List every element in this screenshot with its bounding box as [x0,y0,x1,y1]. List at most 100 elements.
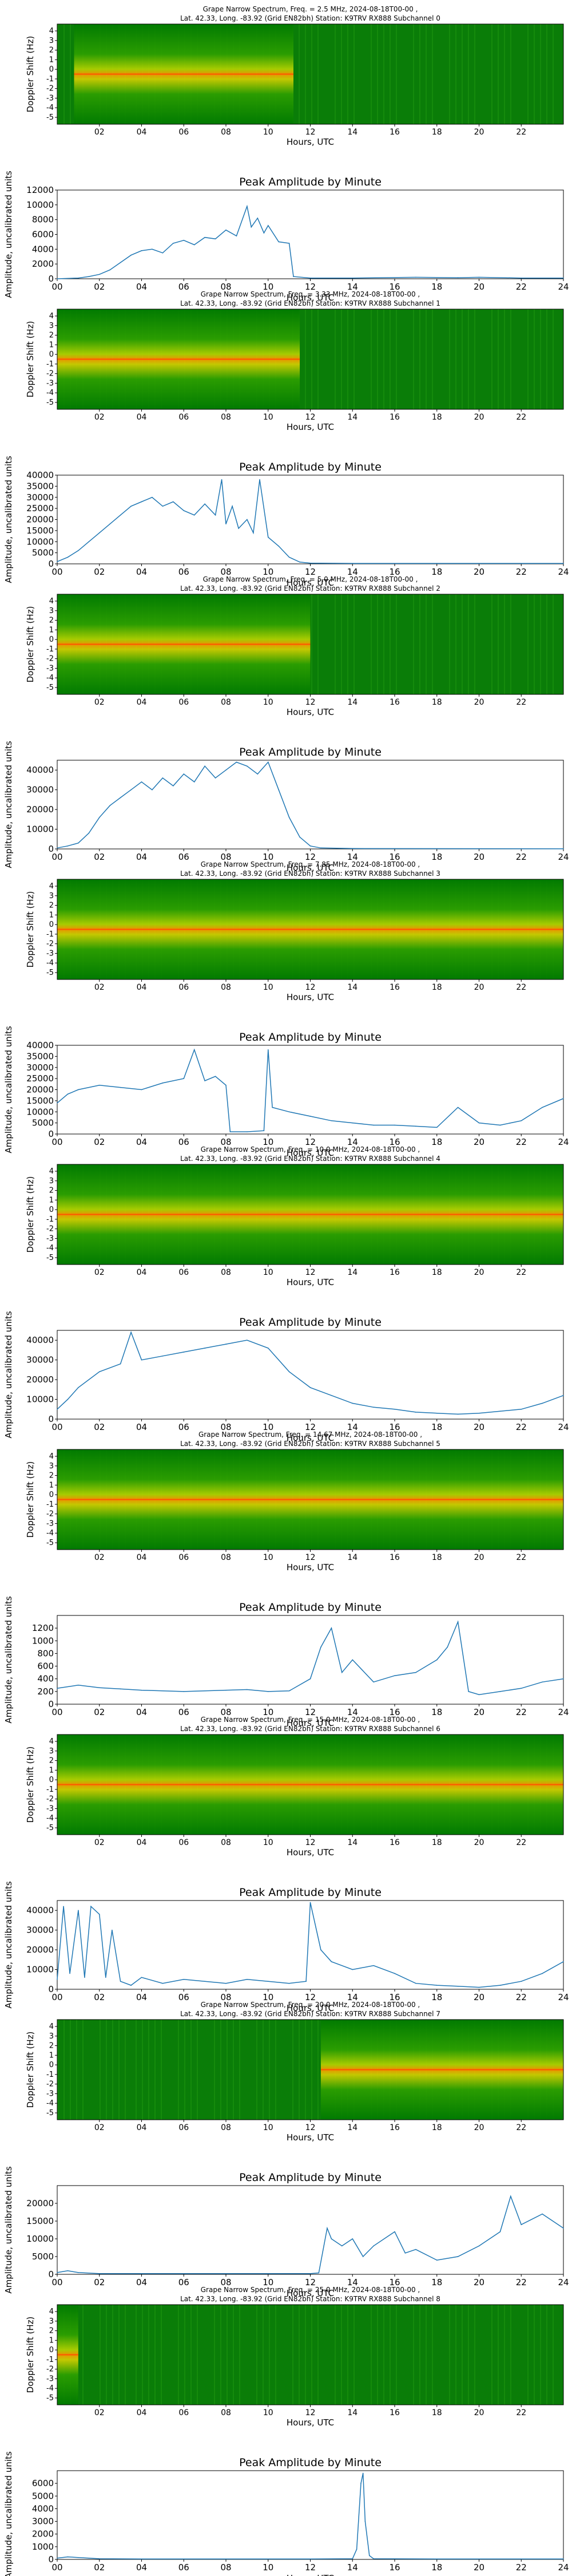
amplitude-point [152,789,153,791]
amplitude-xtick-label: 22 [516,2277,527,2287]
amplitude-point [183,2273,185,2274]
amplitude-point [204,1348,205,1349]
spectrogram-ytick-label: -3 [46,379,54,388]
spectrogram-ytick-label: 0 [49,635,54,644]
spectrogram-band [449,24,450,124]
amplitude-xtick-label: 14 [347,1707,358,1717]
spectrogram-band [449,2305,450,2405]
amplitude-point [204,765,205,767]
spectrogram-band [419,2305,420,2405]
spectrogram-xtick-label: 08 [221,1268,231,1277]
amplitude-point [521,277,522,279]
amplitude-ytick-label: 15000 [26,2216,54,2226]
amplitude-point [542,1681,543,1683]
amplitude-point [162,1982,164,1984]
amplitude-ytick-label: 35000 [26,481,54,491]
amplitude-xtick-label: 16 [389,1422,400,1432]
amplitude-point [90,1906,92,1907]
amplitude-point [98,817,100,818]
spectrogram-ylabel: Doppler Shift (Hz) [25,2317,35,2393]
amplitude-ytick-label: 30000 [26,1355,54,1365]
spectrogram-band [341,2305,342,2405]
amplitude-xtick-label: 06 [178,1707,189,1717]
amplitude-xlabel: Hours, UTC [287,1433,334,1443]
amplitude-point [352,2558,353,2559]
spectrogram-xtick-label: 10 [263,983,273,992]
spectrogram-band [263,2020,264,2120]
amplitude-point [563,563,564,564]
spectrogram-ytick-label: -3 [46,1519,54,1528]
amplitude-point [510,2195,511,2197]
spectrogram-band [106,2020,107,2120]
amplitude-point [173,501,174,503]
amplitude-ytick-label: 40000 [26,765,54,775]
amplitude-point [225,1982,227,1984]
amplitude-point [373,1681,374,1683]
spectrogram-xtick-label: 12 [305,2123,316,2132]
amplitude-point [352,277,353,279]
amplitude-xtick-label: 20 [474,567,484,577]
amplitude-point [193,781,195,783]
amplitude-point [352,1402,353,1404]
spectrogram-band [498,309,499,409]
amplitude-point [263,1130,265,1131]
spectrogram-band [462,594,463,694]
spectrogram-band [432,24,433,124]
spectrogram-band [534,594,535,694]
spectrogram-xtick-label: 12 [305,698,316,707]
amplitude-series-line [57,1902,564,1988]
amplitude-point [236,761,237,763]
spectrogram-band [214,2305,215,2405]
spectrogram-band [353,24,355,124]
spectrogram-ytick-label: 1 [49,341,54,349]
spectrogram-band [546,2305,547,2405]
amplitude-xtick-label: 14 [347,2562,358,2573]
spectrogram-ytick-label: -5 [46,683,54,692]
amplitude-xtick-label: 08 [220,567,231,577]
spectrogram-band [335,24,336,124]
spectrogram-ytick-label: 2 [49,2042,54,2050]
amplitude-point [521,1688,522,1689]
amplitude-xtick-label: 06 [178,1422,189,1432]
amplitude-xtick-label: 12 [305,567,316,577]
spectrogram-xtick-label: 20 [474,1553,484,1562]
spectrogram-ytick-label: -4 [46,104,54,112]
amplitude-point [130,789,132,791]
amplitude-point [478,1122,480,1124]
amplitude-xtick-label: 24 [558,282,569,292]
spectrogram-band [256,2020,257,2120]
spectrogram-ylabel: Doppler Shift (Hz) [25,606,35,683]
amplitude-point [360,2483,362,2484]
amplitude-point [130,1332,132,1333]
amplitude-point [368,2555,370,2557]
spectrogram-band [432,2305,433,2405]
amplitude-point [499,1691,501,1692]
spectrogram-band [553,2305,554,2405]
spectrogram-ytick-label: 2 [49,1757,54,1765]
spectrogram-band [136,2305,137,2405]
amplitude-point [499,2231,501,2233]
spectrogram-title: Grape Narrow Spectrum, Freq. = 15.0 MHz,… [201,1716,420,1724]
spectrogram-xlabel: Hours, UTC [287,2132,334,2143]
spectrogram-band [335,309,336,409]
amplitude-xtick-label: 16 [389,282,400,292]
amplitude-title: Peak Amplitude by Minute [239,1886,382,1899]
amplitude-point [457,1986,459,1987]
spectrogram-xtick-label: 08 [221,698,231,707]
spectrogram-band [413,24,414,124]
amplitude-ytick-label: 0 [48,1414,54,1424]
amplitude-point [394,1973,395,1974]
amplitude-point [415,1412,416,1413]
spectrogram-band [256,2305,257,2405]
amplitude-frame [57,760,564,850]
amplitude-point [356,2549,357,2550]
spectrogram-band [233,2020,234,2120]
amplitude-ytick-label: 40000 [26,1335,54,1345]
amplitude-ytick-label: 8000 [32,215,54,225]
amplitude-xtick-label: 14 [347,1992,358,2002]
spectrogram-subtitle: Lat. 42.33, Long. -83.92 (Grid EN82bh) S… [180,2295,440,2303]
spectrogram-xtick-label: 12 [305,1268,316,1277]
amplitude-point [278,789,279,791]
amplitude-point [120,1981,121,1982]
amplitude-ytick-label: 0 [48,2269,54,2279]
